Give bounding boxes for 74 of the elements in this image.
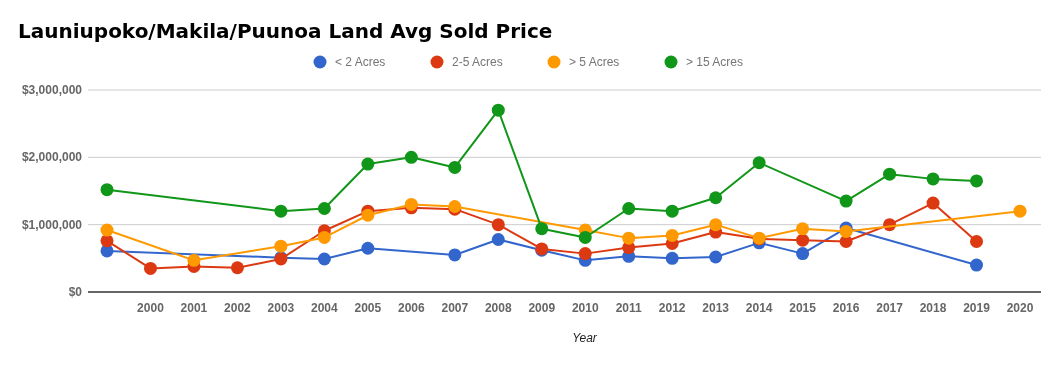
- x-tick-label: 2014: [745, 301, 773, 315]
- legend-label: > 5 Acres: [569, 55, 620, 69]
- point: [404, 197, 418, 211]
- point: [665, 204, 679, 218]
- y-tick-label: $0: [68, 285, 83, 299]
- x-tick-label: 2008: [484, 301, 512, 315]
- x-tick-label: 2020: [1006, 301, 1034, 315]
- point: [926, 196, 940, 210]
- x-tick-label: 2013: [702, 301, 730, 315]
- legend-label: 2-5 Acres: [452, 55, 503, 69]
- point: [796, 247, 810, 261]
- legend-label: < 2 Acres: [335, 55, 386, 69]
- x-tick-label: 2011: [615, 301, 643, 315]
- point: [361, 241, 375, 255]
- x-tick-label: 2000: [137, 301, 165, 315]
- point: [143, 261, 157, 275]
- point: [709, 250, 723, 264]
- x-tick-label: 2019: [963, 301, 991, 315]
- point: [970, 235, 984, 248]
- x-tick-label: 2007: [441, 301, 469, 315]
- point: [665, 228, 679, 242]
- x-tick-label: 2018: [919, 301, 947, 315]
- y-tick-label: $3,000,000: [21, 83, 83, 97]
- x-tick-label: 2004: [311, 301, 339, 315]
- x-tick-label: 2010: [571, 301, 599, 315]
- x-tick-label: 2001: [180, 301, 208, 315]
- x-tick-label: 2009: [528, 301, 556, 315]
- point: [622, 231, 636, 245]
- point: [752, 156, 766, 170]
- point: [100, 183, 114, 197]
- point: [709, 191, 723, 205]
- point: [361, 208, 375, 222]
- x-tick-label: 2005: [354, 301, 382, 315]
- point: [839, 194, 853, 208]
- point: [187, 253, 201, 267]
- point: [317, 230, 331, 244]
- point: [100, 223, 114, 237]
- x-tick-label: 2006: [397, 301, 425, 315]
- point: [448, 248, 462, 262]
- point: [883, 167, 897, 181]
- point: [578, 230, 592, 244]
- point: [970, 174, 984, 188]
- point: [535, 222, 549, 236]
- point: [491, 232, 505, 246]
- point: [665, 251, 679, 265]
- point: [796, 233, 810, 247]
- point: [404, 150, 418, 164]
- x-tick-label: 2012: [658, 301, 686, 315]
- y-tick-label: $1,000,000: [21, 217, 83, 232]
- x-tick-label: 2016: [832, 301, 860, 315]
- y-tick-label: $2,000,000: [21, 150, 83, 165]
- point: [796, 222, 810, 236]
- point: [1013, 204, 1027, 218]
- x-tick-label: 2015: [789, 301, 817, 315]
- legend-label: > 15 Acres: [686, 55, 744, 69]
- point: [491, 218, 505, 232]
- point: [491, 103, 505, 117]
- point: [274, 239, 288, 253]
- point: [926, 172, 940, 186]
- point: [970, 258, 984, 272]
- x-tick-label: 2017: [876, 301, 904, 315]
- point: [274, 204, 288, 218]
- point: [317, 202, 331, 216]
- x-tick-label: 2002: [224, 301, 252, 315]
- x-tick-label: 2003: [267, 301, 295, 315]
- point: [361, 157, 375, 171]
- point: [448, 160, 462, 174]
- point: [622, 202, 636, 216]
- x-axis-title: Year: [572, 331, 598, 345]
- point: [578, 247, 592, 261]
- chart-title: Launiupoko/Makila/Puunoa Land Avg Sold Price: [18, 19, 553, 43]
- point: [709, 218, 723, 232]
- point: [317, 252, 331, 266]
- point: [230, 261, 244, 275]
